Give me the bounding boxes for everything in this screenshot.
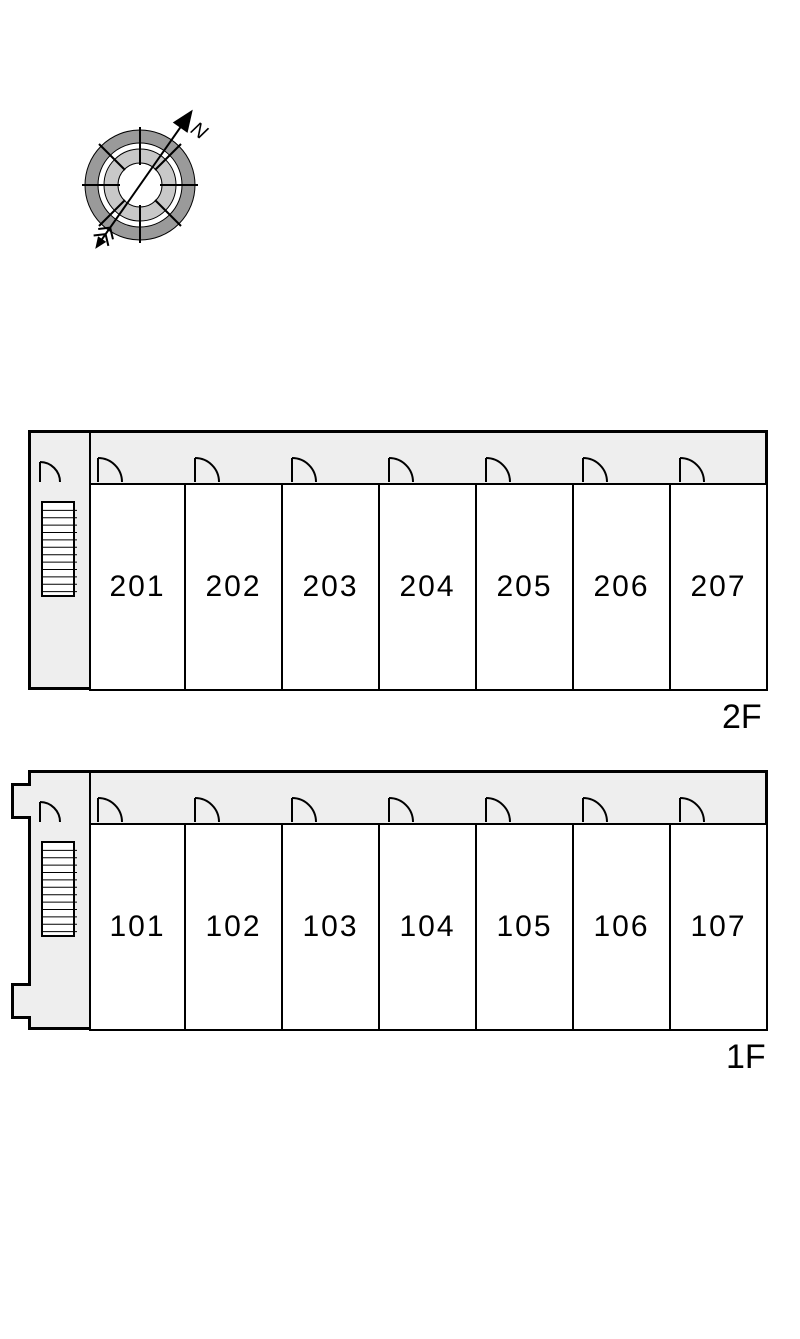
room-row: 201202203204205206207 <box>89 483 768 691</box>
room-205: 205 <box>477 483 574 691</box>
exterior-notch <box>11 783 31 819</box>
door-arc-icon <box>485 796 511 822</box>
room-101: 101 <box>89 823 186 1031</box>
door-arc-icon <box>97 796 123 822</box>
room-104: 104 <box>380 823 477 1031</box>
door-arc-icon <box>388 796 414 822</box>
room-106: 106 <box>574 823 671 1031</box>
door-arc-icon <box>194 796 220 822</box>
compass-rose: N <box>55 100 225 270</box>
floor-label-1F: 1F <box>726 1038 766 1077</box>
floor-label-2F: 2F <box>722 698 762 737</box>
door-arc-icon <box>485 456 511 482</box>
door-arc-icon <box>194 456 220 482</box>
room-203: 203 <box>283 483 380 691</box>
room-row: 101102103104105106107 <box>89 823 768 1031</box>
room-201: 201 <box>89 483 186 691</box>
door-arc-icon <box>679 456 705 482</box>
exterior-notch <box>11 983 31 1019</box>
compass-north-label: N <box>187 118 212 145</box>
stairs-icon <box>41 501 75 597</box>
room-103: 103 <box>283 823 380 1031</box>
door-arc-icon <box>582 796 608 822</box>
door-arc-icon <box>582 456 608 482</box>
door-arc-icon <box>39 460 61 482</box>
floor-1F: 1011021031041051061071F <box>28 770 768 1030</box>
door-arc-icon <box>291 796 317 822</box>
room-206: 206 <box>574 483 671 691</box>
room-102: 102 <box>186 823 283 1031</box>
room-107: 107 <box>671 823 768 1031</box>
stairs-icon <box>41 841 75 937</box>
floorplan-canvas: N 2012022032042052062072F <box>0 0 800 1339</box>
door-arc-icon <box>679 796 705 822</box>
room-207: 207 <box>671 483 768 691</box>
room-105: 105 <box>477 823 574 1031</box>
room-204: 204 <box>380 483 477 691</box>
room-202: 202 <box>186 483 283 691</box>
door-arc-icon <box>291 456 317 482</box>
door-arc-icon <box>39 800 61 822</box>
door-arc-icon <box>388 456 414 482</box>
floor-2F: 2012022032042052062072F <box>28 430 768 690</box>
door-arc-icon <box>97 456 123 482</box>
